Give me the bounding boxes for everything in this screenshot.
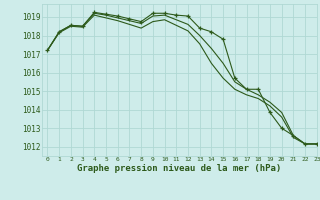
X-axis label: Graphe pression niveau de la mer (hPa): Graphe pression niveau de la mer (hPa) (77, 164, 281, 173)
